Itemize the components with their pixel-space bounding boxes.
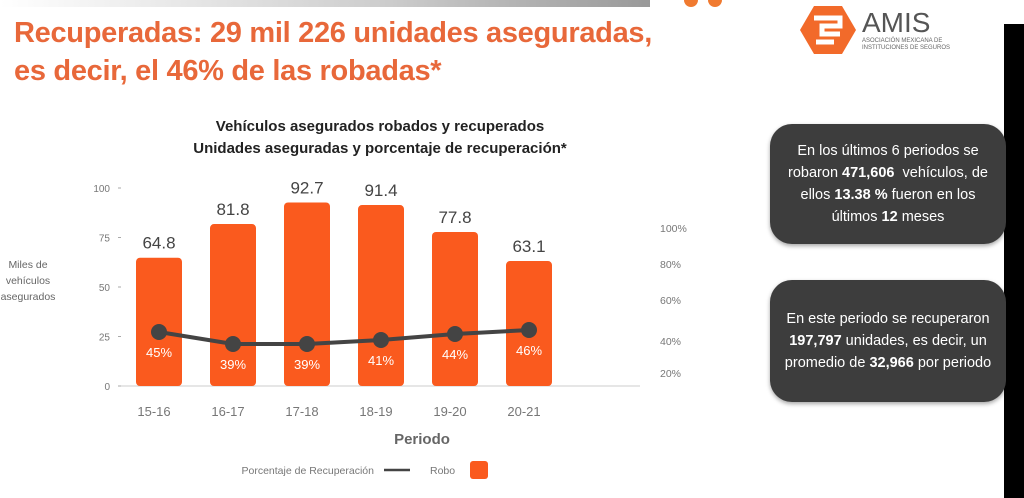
amis-logo: AMIS ASOCIACIÓN MEXICANA DE INSTITUCIONE… bbox=[800, 4, 950, 56]
x-tick-label: 19-20 bbox=[433, 404, 466, 419]
bar-robo bbox=[284, 202, 330, 386]
recovery-label: 45% bbox=[146, 345, 172, 360]
card-highlight-value: 197,797 bbox=[789, 333, 842, 349]
y-tick-label: 75 bbox=[99, 234, 111, 245]
title-line-1: Recuperadas: 29 mil 226 unidades asegura… bbox=[14, 17, 652, 49]
bar-robo bbox=[136, 257, 182, 386]
legend-line-label: Porcentaje de Recuperación bbox=[241, 465, 374, 477]
y-tick-label: 100 bbox=[93, 184, 110, 195]
recovery-point bbox=[373, 332, 389, 348]
y2-tick-label: 40% bbox=[660, 336, 681, 348]
decor-shape bbox=[684, 0, 698, 7]
card-highlight-value: 12 bbox=[881, 209, 898, 225]
x-axis-title: Periodo bbox=[394, 431, 450, 448]
legend-bar-label: Robo bbox=[430, 465, 455, 477]
card-text: En este periodo se recuperaron bbox=[786, 311, 994, 327]
card-text: En los últimos 6 periodos se robaron bbox=[788, 143, 983, 181]
x-tick-label: 17-18 bbox=[285, 404, 318, 419]
card-highlight-value: 32,966 bbox=[869, 355, 914, 371]
x-tick-label: 18-19 bbox=[359, 404, 392, 419]
card-text: meses bbox=[897, 209, 945, 225]
decor-shape bbox=[708, 0, 722, 7]
x-tick-label: 15-16 bbox=[137, 404, 170, 419]
recovery-label: 44% bbox=[442, 347, 468, 362]
recovery-point bbox=[299, 336, 315, 352]
y2-tick-label: 20% bbox=[660, 368, 681, 380]
recovery-point bbox=[447, 326, 463, 342]
bar-value-label: 77.8 bbox=[438, 208, 471, 227]
recovery-label: 39% bbox=[220, 357, 246, 372]
y-tick-label: 25 bbox=[99, 333, 111, 344]
bar-value-label: 64.8 bbox=[142, 234, 175, 253]
bar-value-label: 92.7 bbox=[290, 178, 323, 197]
card-text: vehículos, de ellos bbox=[800, 165, 992, 203]
recovery-line bbox=[158, 328, 530, 346]
logo-subtitle: ASOCIACIÓN MEXICANA DE bbox=[862, 38, 943, 44]
legend-bar-swatch bbox=[470, 461, 488, 479]
bar-value-label: 81.8 bbox=[216, 200, 249, 219]
amis-logo-icon bbox=[800, 6, 856, 54]
y-axis-label: asegurados bbox=[1, 291, 56, 303]
info-card-recovered: En este periodo se recuperaron 197,797 u… bbox=[770, 280, 1006, 402]
card-text: por periodo bbox=[913, 355, 992, 371]
recovery-label: 41% bbox=[368, 353, 394, 368]
recovery-label: 39% bbox=[294, 357, 320, 372]
y2-tick-label: 60% bbox=[660, 295, 681, 307]
bar-value-label: 63.1 bbox=[512, 237, 545, 256]
bar-robo bbox=[432, 231, 478, 386]
card-text: unidades, es decir, un promedio de bbox=[784, 333, 991, 371]
card-text: fueron en los últimos bbox=[831, 187, 980, 225]
recovery-point bbox=[151, 324, 167, 340]
top-bar bbox=[0, 0, 650, 7]
card-highlight-value: 13.38 % bbox=[834, 187, 888, 203]
chart-subtitle: Unidades aseguradas y porcentaje de recu… bbox=[193, 140, 567, 157]
info-card-stolen: En los últimos 6 periodos se robaron 471… bbox=[770, 124, 1006, 244]
chart-title: Vehículos asegurados robados y recuperad… bbox=[215, 118, 545, 135]
recovery-point bbox=[521, 322, 537, 338]
y-tick-label: 0 bbox=[104, 382, 110, 393]
bar-value-label: 91.4 bbox=[364, 181, 397, 200]
recovery-label: 46% bbox=[516, 343, 542, 358]
y-tick-label: 50 bbox=[99, 283, 111, 294]
slide-title: Recuperadas: 29 mil 226 unidades asegura… bbox=[14, 14, 652, 90]
chart: 0 25 50 75 100 20% 40% 60% 80% 100% Miles de vehícu… bbox=[1, 178, 687, 479]
x-tick-label: 20-21 bbox=[507, 404, 540, 419]
y-axis-label: vehículos bbox=[6, 275, 50, 287]
title-line-2: es decir, el 46% de las robadas* bbox=[14, 55, 442, 87]
logo-subtitle: INSTITUCIONES DE SEGUROS bbox=[862, 45, 951, 51]
recovery-point bbox=[225, 336, 241, 352]
x-tick-label: 16-17 bbox=[211, 404, 244, 419]
y2-tick-label: 80% bbox=[660, 259, 681, 271]
card-highlight-value: 471,606 bbox=[842, 165, 895, 181]
y2-tick-label: 100% bbox=[660, 223, 687, 235]
y-axis-label: Miles de bbox=[8, 259, 47, 271]
screen-edge bbox=[1004, 24, 1024, 498]
logo-name: AMIS bbox=[862, 7, 931, 38]
